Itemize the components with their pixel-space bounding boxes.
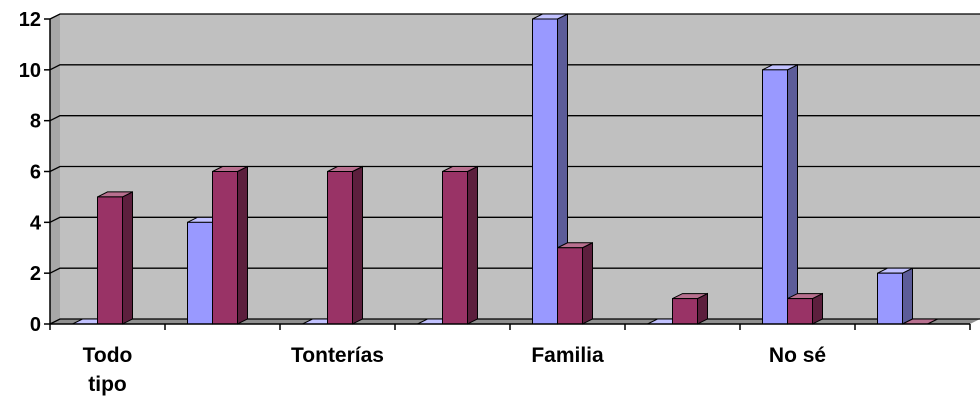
- x-tick-label: Tonterías: [291, 344, 384, 367]
- bar-series-2: [212, 165, 248, 325]
- bar-series-1: [762, 64, 798, 325]
- x-tick-label: Familia: [531, 344, 604, 367]
- bar-series-2: [557, 241, 593, 325]
- y-tick-label: 10: [19, 60, 41, 82]
- gridline: [49, 267, 980, 274]
- plot-floor: [50, 319, 980, 324]
- y-tick-label: 8: [30, 111, 41, 133]
- bar-series-2: [672, 292, 708, 325]
- bar-series-2: [327, 165, 363, 325]
- bar-series-2: [787, 292, 823, 325]
- axis-labels: 0 2 4 6 8 10 12 Todo tipo Tonterías Familia No sé: [19, 9, 826, 396]
- gridline: [49, 64, 980, 71]
- bar-series-1: [877, 267, 913, 325]
- y-tick-label: 6: [30, 162, 41, 184]
- y-tick-label: 12: [19, 9, 41, 31]
- x-tick-label: tipo: [88, 373, 126, 396]
- gridlines: [49, 13, 980, 325]
- y-tick-label: 0: [30, 314, 41, 336]
- y-tick-label: 2: [30, 263, 41, 285]
- x-tick-label: Todo: [83, 344, 133, 367]
- gridline: [49, 115, 980, 122]
- bar-series-2: [97, 191, 133, 325]
- bar-series-2: [442, 165, 478, 325]
- gridline: [49, 216, 980, 223]
- x-tick-label: No sé: [769, 344, 826, 367]
- gridline: [49, 13, 980, 20]
- y-tick-label: 4: [30, 212, 42, 234]
- axes: [44, 18, 971, 330]
- gridline: [49, 165, 980, 173]
